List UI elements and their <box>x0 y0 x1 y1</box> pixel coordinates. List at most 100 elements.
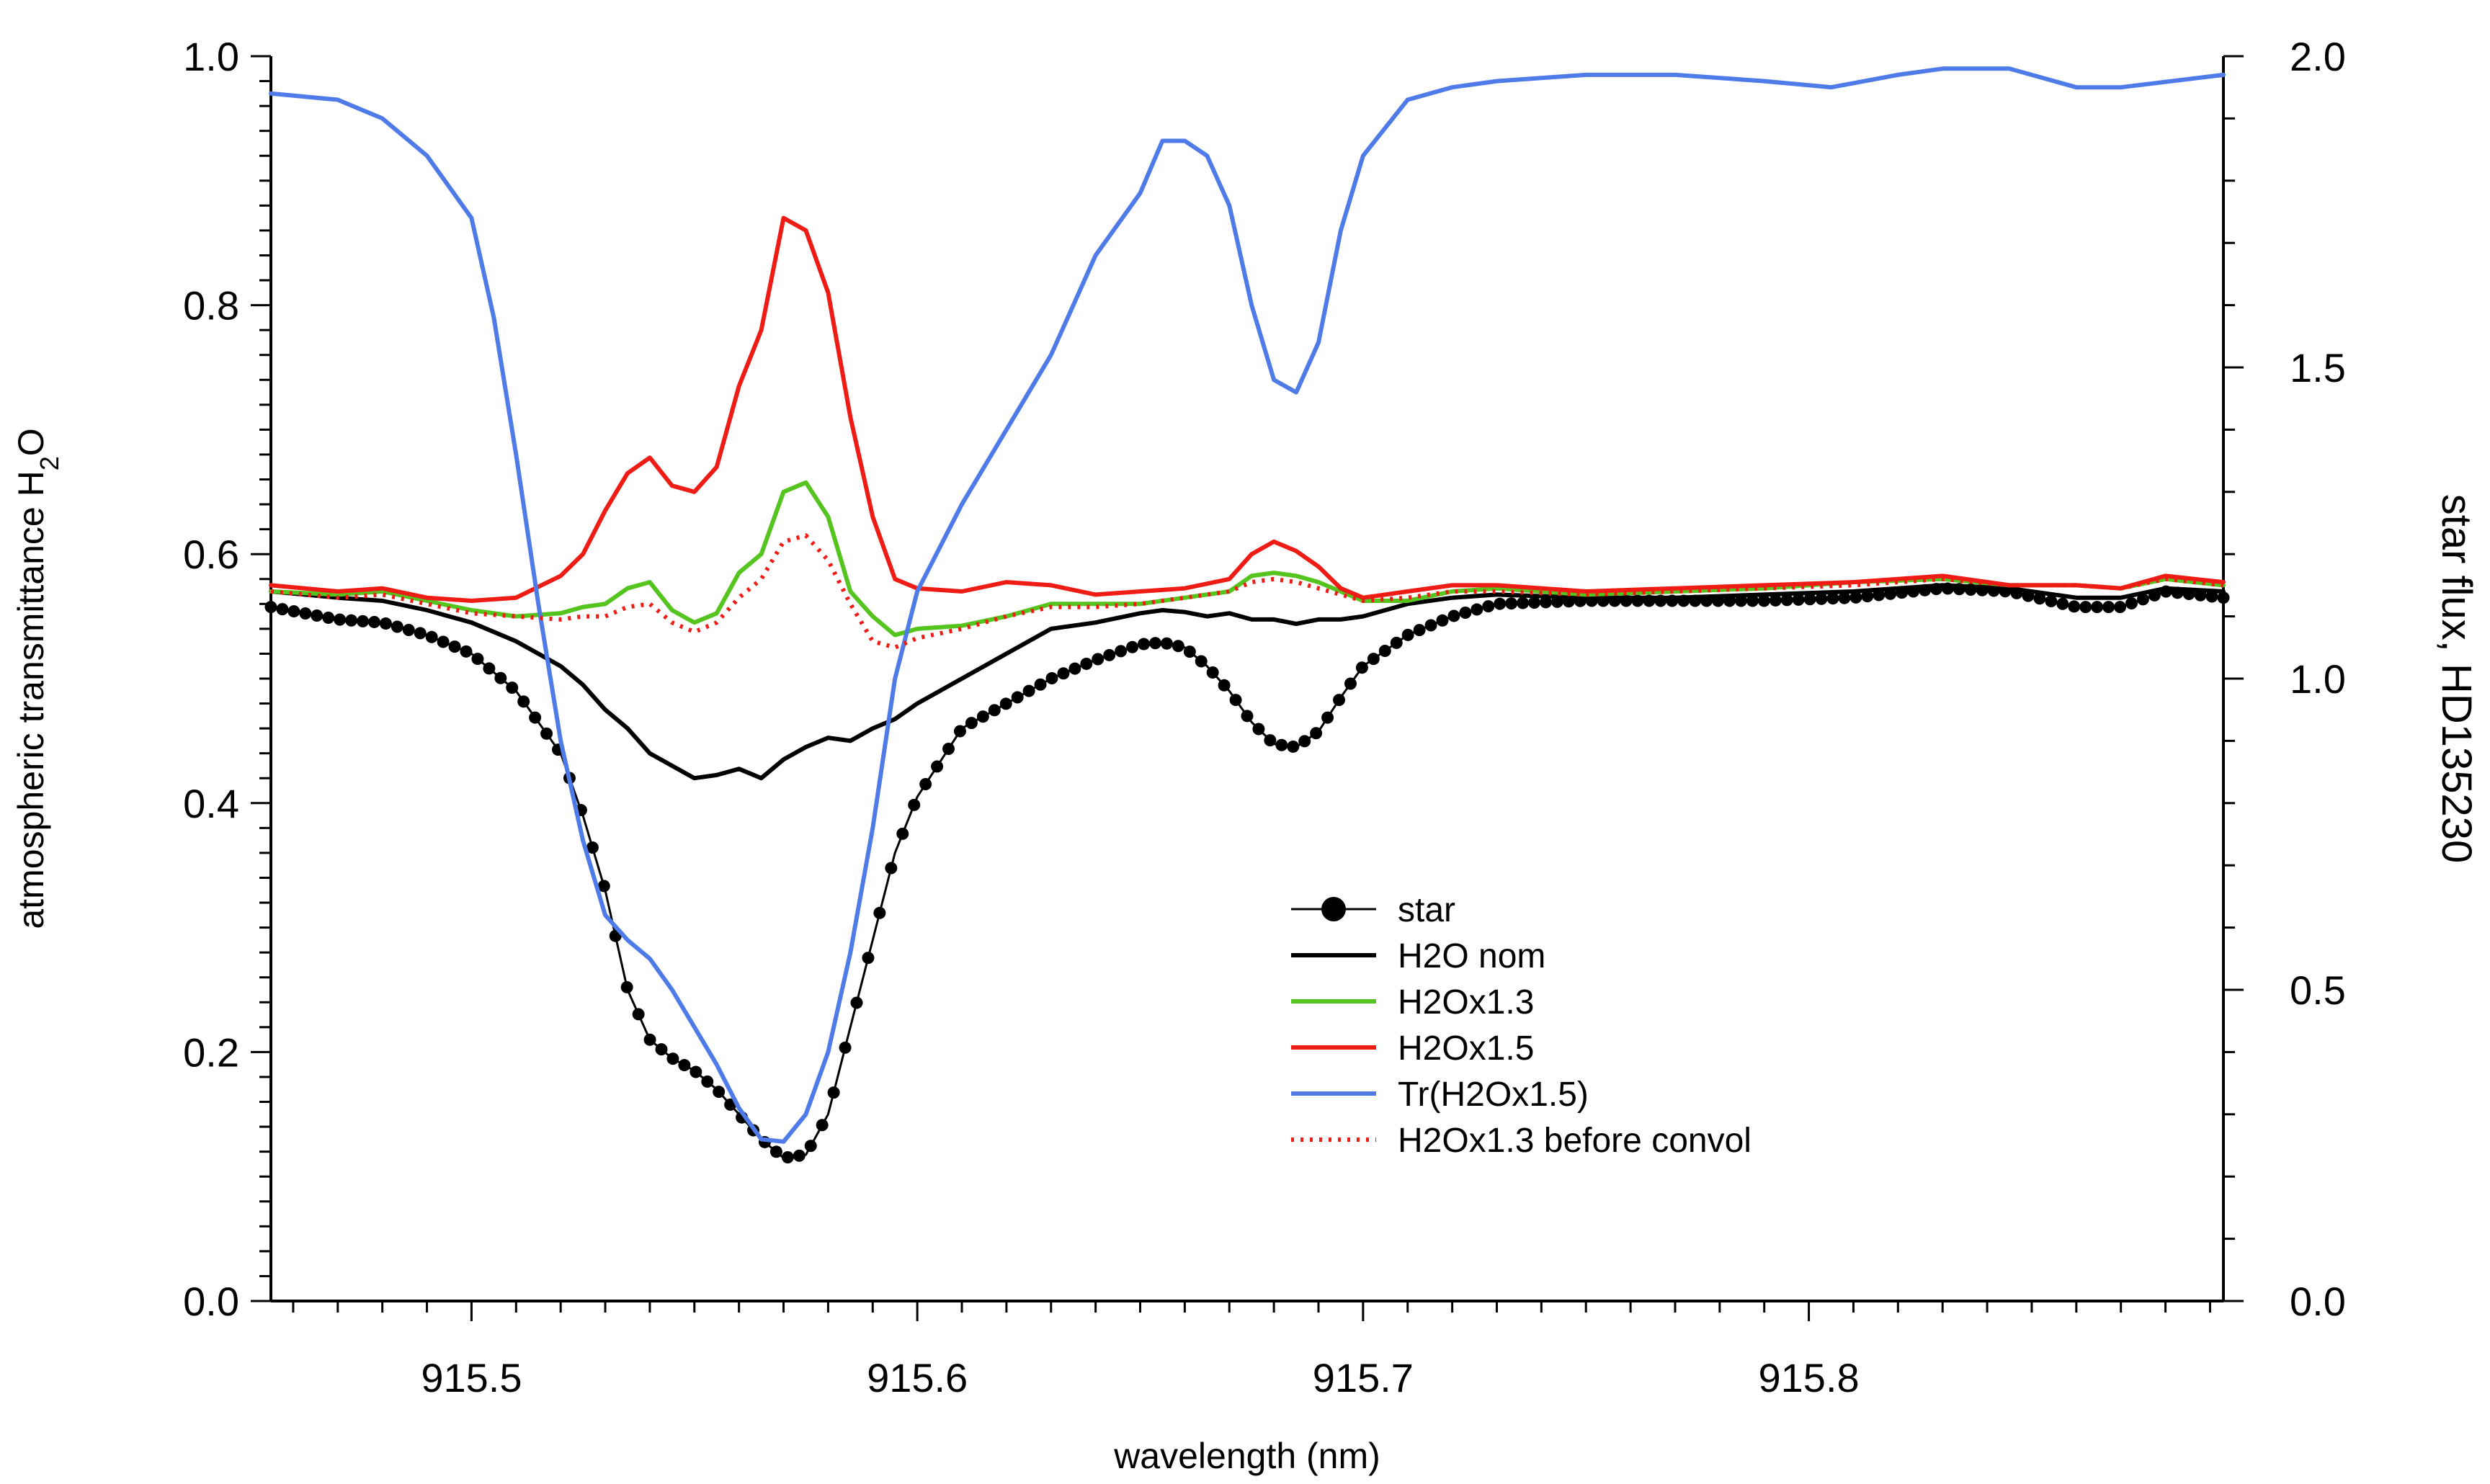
series-marker <box>1183 645 1196 658</box>
series-marker <box>908 798 921 811</box>
y-left-axis-title-subscript: 2 <box>35 456 64 470</box>
series-marker <box>2079 601 2092 614</box>
series-marker <box>919 777 932 790</box>
series-marker <box>862 952 875 965</box>
series-marker <box>1413 624 1426 637</box>
series-marker <box>1815 592 1828 605</box>
series-marker <box>586 841 599 854</box>
legend: star H2O nom H2Ox1.3 H2Ox1.5 Tr(H2Ox1.5) H2Ox… <box>1291 891 1752 1160</box>
y-left-axis-title: atmospheric transmittance H2O <box>11 428 64 929</box>
series-marker <box>425 630 438 643</box>
series-marker <box>1367 653 1380 666</box>
series-line <box>269 215 2226 603</box>
series-marker <box>1436 614 1449 627</box>
series-marker <box>850 996 863 1009</box>
series-marker <box>942 743 955 756</box>
legend-entry: H2Ox1.3 <box>1291 983 1534 1022</box>
series-marker <box>1022 684 1035 697</box>
series-line <box>269 66 2226 1144</box>
series-marker <box>1218 679 1231 692</box>
series-marker <box>1092 653 1105 666</box>
series-marker <box>1528 596 1541 609</box>
legend-label: star <box>1398 891 1455 929</box>
series-marker <box>1838 591 1851 604</box>
legend-label: Tr(H2Ox1.5) <box>1398 1076 1589 1114</box>
series-marker <box>1172 640 1184 653</box>
legend-swatch-marker <box>1321 897 1346 921</box>
series-layer <box>264 66 2230 1163</box>
legend-label: H2Ox1.3 before convol <box>1398 1122 1752 1160</box>
series-marker <box>1494 597 1507 610</box>
series-marker <box>1287 740 1300 753</box>
series-marker <box>1103 648 1116 661</box>
series-marker <box>1482 600 1495 613</box>
series-marker <box>2045 595 2058 608</box>
series-marker <box>1734 594 1747 607</box>
series-marker <box>1471 603 1483 616</box>
series-marker <box>379 617 392 630</box>
series-h2ox1-3-before-convol <box>270 533 2224 650</box>
series-marker <box>931 760 944 773</box>
y-left-axis-title-prefix: atmospheric transmittance H <box>11 470 51 929</box>
series-marker <box>1378 644 1391 657</box>
y-right-tick-label: 0.0 <box>2290 1279 2346 1324</box>
x-tick-label: 915.7 <box>1313 1355 1414 1400</box>
series-marker <box>1424 619 1437 632</box>
series-marker <box>1115 645 1128 658</box>
series-marker <box>402 623 415 636</box>
series-tr-h2ox1-5- <box>269 66 2226 1144</box>
y-right-axis-title: star flux, HD135230 <box>2433 494 2480 864</box>
series-marker <box>1505 597 1518 610</box>
series-marker <box>2056 597 2069 610</box>
series-marker <box>1057 667 1070 680</box>
y-right-tick-label: 1.0 <box>2290 656 2346 702</box>
series-marker <box>1757 594 1770 607</box>
series-marker <box>1390 636 1403 649</box>
series-marker <box>1080 657 1093 670</box>
series-marker <box>816 1119 829 1132</box>
series-marker <box>666 1052 679 1065</box>
legend-label: H2Ox1.5 <box>1398 1029 1534 1068</box>
series-marker <box>1447 609 1460 622</box>
series-marker <box>620 980 633 993</box>
series-marker <box>1138 638 1151 651</box>
series-marker <box>357 614 370 627</box>
series-marker <box>873 906 886 919</box>
series-marker <box>414 627 427 640</box>
series-marker <box>769 1145 782 1158</box>
y-right-tick-label: 2.0 <box>2290 34 2346 79</box>
series-marker <box>1195 655 1208 668</box>
axes: 0.0 0.2 0.4 0.6 0.8 1.0 0.0 0.5 1.0 1.5 2.0 915.5 91… <box>11 34 2480 1476</box>
series-marker <box>1310 727 1323 740</box>
legend-entry: H2O nom <box>1291 937 1545 975</box>
series-marker <box>678 1059 691 1072</box>
series-marker <box>1792 593 1805 606</box>
series-h2ox1-5 <box>269 215 2226 603</box>
y-right-tick-label: 0.5 <box>2290 967 2346 1013</box>
series-marker <box>448 640 461 653</box>
series-marker <box>976 710 989 723</box>
y-left-tick-label: 0.2 <box>183 1029 239 1075</box>
x-axis-title: wavelength (nm) <box>1113 1436 1380 1476</box>
series-marker <box>1849 591 1862 604</box>
series-marker <box>1068 662 1081 675</box>
series-line <box>269 583 2226 781</box>
series-marker <box>2033 592 2046 605</box>
series-marker <box>471 653 484 666</box>
legend-entry: star <box>1291 891 1455 929</box>
series-marker <box>1229 694 1242 707</box>
y-left-tick-label: 0.0 <box>183 1279 239 1324</box>
y-left-tick-label: 1.0 <box>183 34 239 79</box>
series-marker <box>2068 600 2081 613</box>
y-left-tick-label: 0.4 <box>183 781 239 826</box>
series-marker <box>2136 593 2149 606</box>
legend-entry: Tr(H2Ox1.5) <box>1291 1076 1589 1114</box>
series-marker <box>1826 592 1839 605</box>
series-marker <box>827 1086 840 1099</box>
series-marker <box>713 1086 726 1099</box>
series-marker <box>311 609 323 622</box>
series-marker <box>494 671 507 684</box>
series-marker <box>2125 596 2138 609</box>
